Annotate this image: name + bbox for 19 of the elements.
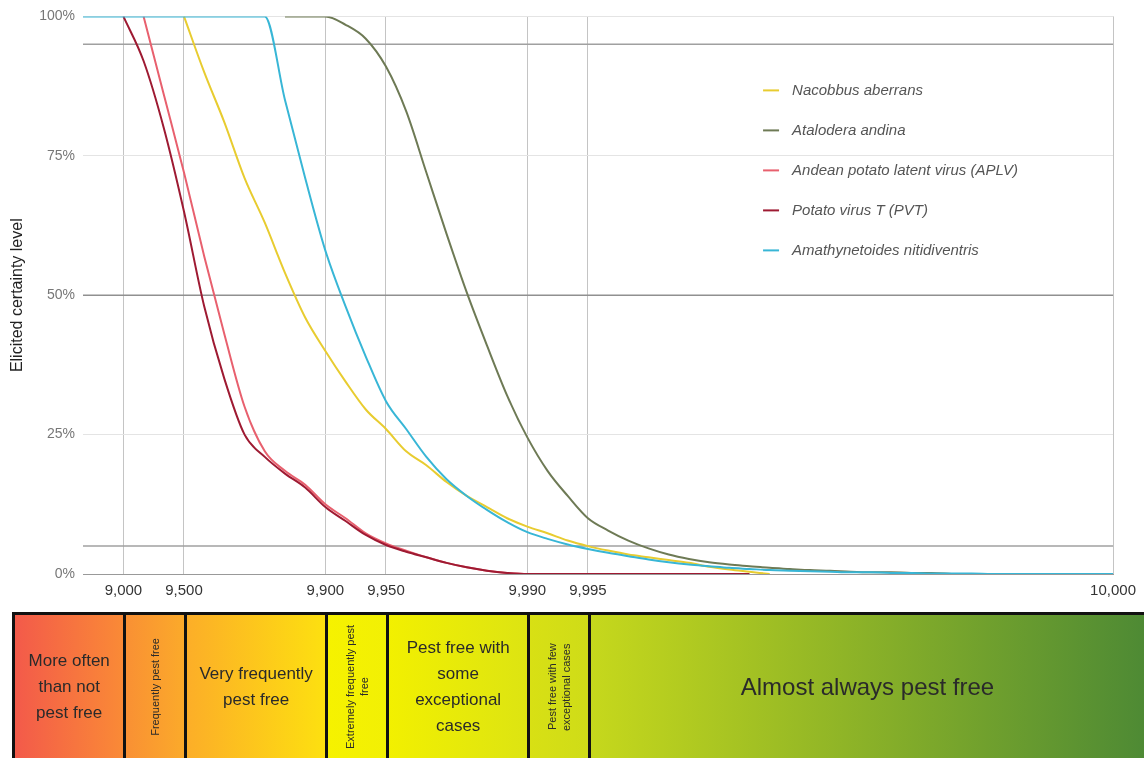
y-tick-label: 100% xyxy=(39,7,76,24)
legend-label: Andean potato latent virus (APLV) xyxy=(791,160,1019,178)
y-tick-label: 0% xyxy=(54,564,76,581)
pest-freedom-scale: More often than not pest free Frequently pest free Very frequently pest free Extremely frequently pest free Pest free with some exceptional cases Pest free with few exceptional cases Almost always pest free xyxy=(12,612,1144,758)
x-tick-label: 9,990 xyxy=(508,581,547,599)
legend-label: Potato virus T (PVT) xyxy=(792,200,928,218)
x-tick-label: 9,000 xyxy=(104,581,143,599)
x-tick-label: 9,500 xyxy=(165,581,203,599)
y-tick-label: 75% xyxy=(46,146,76,163)
y-tick-label: 25% xyxy=(46,425,76,442)
legend-label: Nacobbus aberrans xyxy=(792,80,924,98)
x-tick-label: 9,995 xyxy=(569,581,607,599)
y-axis-title: Elicited certainty level xyxy=(8,218,26,373)
x-tick-label: 9,950 xyxy=(367,581,405,599)
legend-label: Atalodera andina xyxy=(791,120,906,138)
y-tick-label: 50% xyxy=(46,286,76,303)
x-tick-label: 9,900 xyxy=(306,581,345,599)
x-tick-label: 10,000 xyxy=(1090,581,1137,599)
legend-label: Amathynetoides nitidiventris xyxy=(791,240,980,258)
